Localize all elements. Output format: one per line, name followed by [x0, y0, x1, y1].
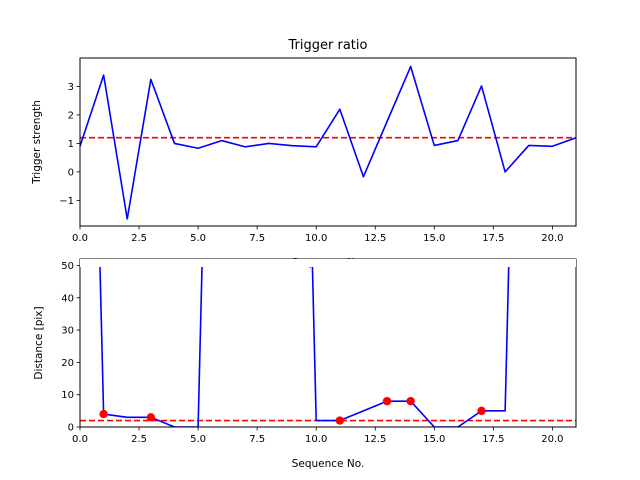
y-tick-label: 0 [68, 167, 74, 178]
series-line [80, 65, 576, 220]
y-tick-label: 20 [61, 358, 74, 369]
distance-chart: Sequence No. Distance [pix] 0.0 2.5 5.0 7.5… [33, 258, 577, 470]
x-tick-label: 0.0 [72, 233, 88, 244]
x-tick-label: 20.0 [541, 434, 563, 445]
y-tick-label: 2 [68, 110, 74, 121]
x-tick-label: 12.5 [364, 233, 386, 244]
x-tick-label: 2.5 [131, 434, 147, 445]
y-tick-label: 1 [68, 139, 74, 150]
data-point [99, 409, 108, 419]
plot-area-distance: 0.0 2.5 5.0 7.5 10.0 12.5 15.0 17.5 20.0 0 10 20 30 4… [61, 258, 577, 445]
y-tick-label: 3 [68, 82, 74, 93]
plot-content [80, 65, 576, 220]
x-tick-label: 5.0 [190, 434, 206, 445]
y-tick-label: 10 [61, 390, 74, 401]
y-axis-label: Trigger strength [31, 100, 43, 185]
data-point [335, 416, 345, 425]
x-tick-label: 7.5 [249, 434, 265, 445]
y-tick-label: −1 [59, 196, 74, 207]
plot-area-trigger: 0.0 2.5 5.0 7.5 10.0 12.5 15.0 17.5 20.0 −1 0 1 2 3 [59, 57, 577, 244]
x-tick-label: 0.0 [72, 434, 88, 445]
data-point [477, 406, 486, 416]
x-tick-label: 10.0 [305, 233, 327, 244]
axes-overlap-mask [80, 259, 576, 267]
x-tick-label: 20.0 [541, 233, 563, 244]
x-tick-label: 15.0 [423, 434, 445, 445]
x-tick-label: 12.5 [364, 434, 386, 445]
axes-frame [79, 57, 577, 227]
data-point [146, 413, 156, 422]
chart-title: Trigger ratio [288, 38, 368, 53]
x-tick-label: 2.5 [131, 233, 147, 244]
x-tick-label: 17.5 [482, 233, 504, 244]
y-tick-label: 30 [61, 326, 74, 337]
x-tick-label: 5.0 [190, 233, 206, 244]
trigger-ratio-chart: Trigger ratio Trigger strength 0.0 2.5 5.0… [31, 38, 577, 244]
data-point [382, 396, 392, 406]
y-axis-label: Distance [pix] [33, 306, 45, 379]
data-point [406, 396, 415, 406]
y-tick-label: 40 [61, 293, 74, 304]
x-tick-label: 15.0 [423, 233, 445, 244]
series-line [98, 259, 510, 427]
x-tick-label: 17.5 [482, 434, 504, 445]
x-axis-label: Sequence No. [292, 458, 365, 470]
x-tick-label: 7.5 [249, 233, 265, 244]
y-tick-label: 50 [61, 261, 74, 272]
y-tick-label: 0 [68, 423, 74, 434]
x-tick-label: 10.0 [305, 434, 327, 445]
